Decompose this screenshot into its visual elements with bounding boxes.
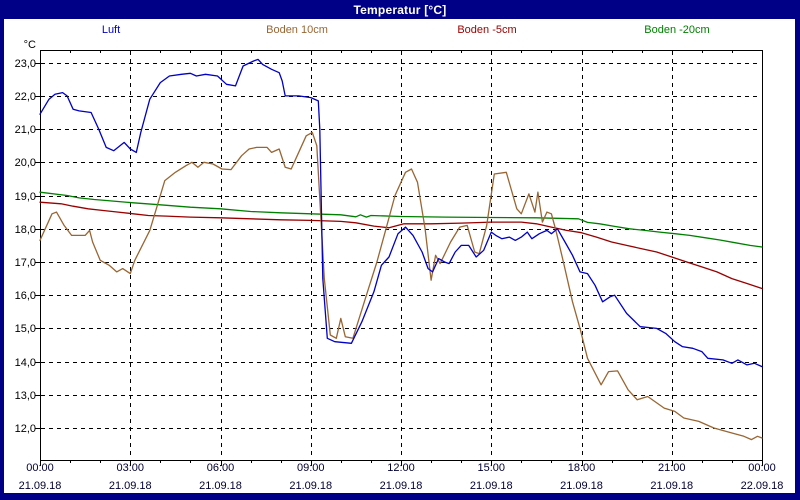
svg-text:17,0: 17,0 — [15, 257, 36, 269]
grid-layer — [41, 51, 761, 459]
y-axis-unit-label: °C — [23, 39, 36, 51]
legend-item-boden-20cm: Boden -20cm — [644, 24, 710, 36]
svg-text:22,0: 22,0 — [15, 91, 36, 103]
axis-layer — [35, 50, 763, 466]
series-boden-20cm — [39, 191, 763, 248]
svg-text:21.09.18: 21.09.18 — [109, 480, 152, 492]
svg-text:21.09.18: 21.09.18 — [380, 480, 423, 492]
axis-labels-layer: 23,0 22,0 21,0 20,0 19,0 18,0 17,0 16,0 15,0 14,0… — [15, 58, 784, 492]
chart-panel — [4, 19, 795, 493]
svg-text:21.09.18: 21.09.18 — [650, 480, 693, 492]
svg-text:21,0: 21,0 — [15, 124, 36, 136]
svg-text:21.09.18: 21.09.18 — [199, 480, 242, 492]
svg-text:14,0: 14,0 — [15, 357, 36, 369]
svg-text:12:00: 12:00 — [387, 462, 415, 474]
series-boden-10cm — [39, 131, 763, 441]
svg-text:20,0: 20,0 — [15, 157, 36, 169]
svg-text:18,0: 18,0 — [15, 224, 36, 236]
series-luft — [39, 58, 763, 368]
svg-text:15:00: 15:00 — [477, 462, 505, 474]
legend-item-boden-5cm: Boden -5cm — [457, 24, 517, 36]
legend-item-luft: Luft — [101, 24, 121, 36]
svg-text:00:00: 00:00 — [748, 462, 776, 474]
svg-text:09:00: 09:00 — [297, 462, 325, 474]
svg-text:21.09.18: 21.09.18 — [19, 480, 62, 492]
svg-text:03:00: 03:00 — [116, 462, 144, 474]
svg-text:23,0: 23,0 — [15, 58, 36, 70]
svg-text:16,0: 16,0 — [15, 290, 36, 302]
svg-text:13,0: 13,0 — [15, 390, 36, 402]
svg-text:21.09.18: 21.09.18 — [470, 480, 513, 492]
window-title: Temperatur [°C] — [353, 2, 447, 17]
svg-text:15,0: 15,0 — [15, 323, 36, 335]
svg-text:21.09.18: 21.09.18 — [289, 480, 332, 492]
svg-text:21:00: 21:00 — [658, 462, 686, 474]
svg-text:18:00: 18:00 — [568, 462, 596, 474]
series-boden-5cm — [39, 201, 763, 290]
svg-text:06:00: 06:00 — [207, 462, 235, 474]
legend-item-boden-10cm: Boden 10cm — [266, 24, 328, 36]
svg-text:12,0: 12,0 — [15, 423, 36, 435]
series-layer — [39, 58, 763, 441]
svg-text:00:00: 00:00 — [26, 462, 54, 474]
svg-text:22.09.18: 22.09.18 — [741, 480, 784, 492]
svg-text:21.09.18: 21.09.18 — [560, 480, 603, 492]
svg-text:19,0: 19,0 — [15, 191, 36, 203]
